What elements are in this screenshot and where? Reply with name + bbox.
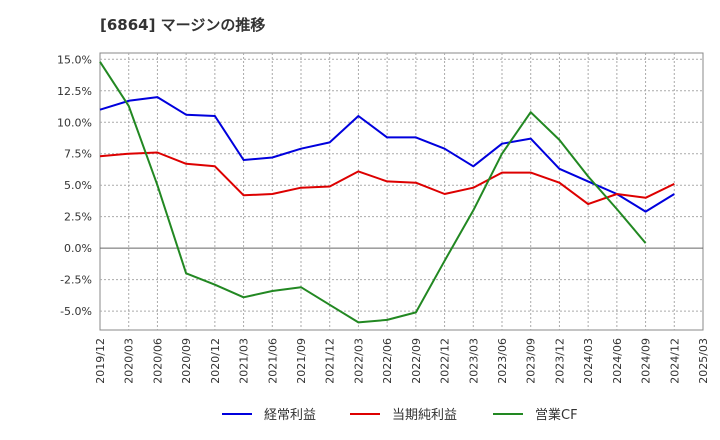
y-tick-label: 7.5% xyxy=(64,148,92,161)
x-tick-label: 2024/09 xyxy=(640,338,653,384)
x-tick-label: 2023/03 xyxy=(467,338,480,384)
legend-label: 経常利益 xyxy=(264,408,316,423)
legend-label: 営業CF xyxy=(535,407,578,423)
x-tick-label: 2020/12 xyxy=(209,338,222,384)
series-line-2 xyxy=(99,151,675,206)
x-tick-label: 2022/09 xyxy=(410,338,423,384)
x-tick-label: 2020/09 xyxy=(180,338,193,384)
x-tick-label: 2021/03 xyxy=(238,338,251,384)
x-tick-label: 2024/03 xyxy=(582,338,595,384)
series-line-3 xyxy=(99,61,647,324)
x-tick-label: 2021/12 xyxy=(324,338,337,384)
x-tick-label: 2021/09 xyxy=(295,338,308,384)
y-tick-label: 2.5% xyxy=(64,211,92,224)
legend-label: 当期純利益 xyxy=(392,408,457,423)
x-tick-label: 2023/12 xyxy=(553,338,566,384)
y-tick-label: -2.5% xyxy=(60,274,92,287)
y-tick-label: -5.0% xyxy=(60,305,92,318)
x-tick-label: 2023/09 xyxy=(525,338,538,384)
y-tick-label: 10.0% xyxy=(57,116,92,129)
y-tick-label: 0.0% xyxy=(64,242,92,255)
y-tick-label: 12.5% xyxy=(57,85,92,98)
x-tick-label: 2021/06 xyxy=(266,338,279,384)
x-tick-label: 2022/03 xyxy=(352,338,365,384)
x-tick-label: 2019/12 xyxy=(94,338,107,384)
x-tick-label: 2020/06 xyxy=(151,338,164,384)
x-tick-label: 2020/03 xyxy=(123,338,136,384)
x-tick-label: 2024/06 xyxy=(611,338,624,384)
x-tick-label: 2024/12 xyxy=(668,338,681,384)
y-tick-label: 5.0% xyxy=(64,179,92,192)
series-line-1 xyxy=(99,96,675,213)
x-tick-label: 2022/12 xyxy=(439,338,452,384)
y-tick-label: 15.0% xyxy=(57,53,92,66)
x-tick-label: 2022/06 xyxy=(381,338,394,384)
x-tick-label: 2023/06 xyxy=(496,338,509,384)
x-tick-label: 2025/03 xyxy=(697,338,710,384)
chart-title: [6864] マージンの推移 xyxy=(100,16,266,34)
